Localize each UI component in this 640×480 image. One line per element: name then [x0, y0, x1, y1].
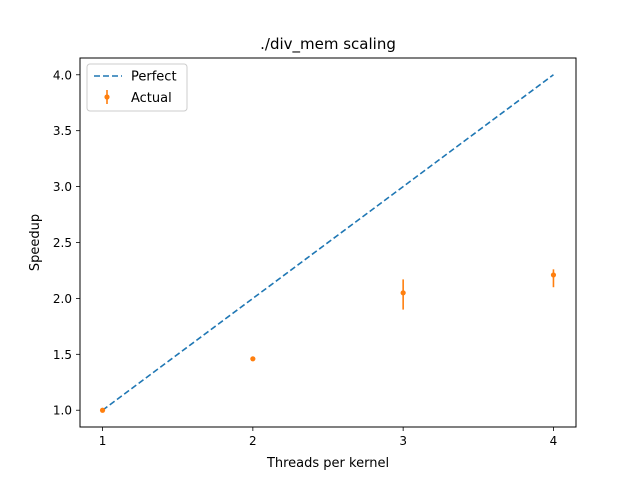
legend-perfect-label: Perfect	[131, 70, 177, 85]
legend: Perfect Actual	[86, 63, 188, 112]
y-tick-label-5: 3.5	[53, 124, 72, 138]
y-tick-label-4: 3.0	[53, 180, 72, 194]
actual-point-2	[400, 290, 406, 296]
actual-point-1	[250, 356, 256, 362]
series-perfect-line	[102, 74, 554, 411]
axis-ticks: 1 2 3 4 1.0 1.5 2.0 2.5 3.0 3.5 4.0	[53, 68, 557, 448]
plot-marks	[99, 74, 557, 413]
x-tick-label-3: 4	[550, 434, 558, 448]
y-tick-label-0: 1.0	[53, 404, 72, 418]
y-tick-label-1: 1.5	[53, 348, 72, 362]
x-tick-label-2: 3	[399, 434, 407, 448]
legend-actual-point	[104, 94, 110, 100]
actual-point-3	[550, 272, 557, 278]
y-tick-label-6: 4.0	[53, 68, 72, 82]
x-axis-label: Threads per kernel	[266, 456, 389, 471]
y-axis-label: Speedup	[28, 214, 43, 271]
actual-point-0	[99, 407, 106, 413]
legend-actual-swatch	[104, 90, 110, 104]
axes-frame	[79, 57, 577, 428]
x-tick-label-1: 2	[249, 434, 257, 448]
y-tick-label-2: 2.0	[53, 292, 72, 306]
chart-title: ./div_mem scaling	[260, 35, 396, 54]
x-tick-label-0: 1	[99, 434, 107, 448]
y-tick-label-3: 2.5	[53, 236, 72, 250]
legend-actual-label: Actual	[131, 91, 172, 106]
